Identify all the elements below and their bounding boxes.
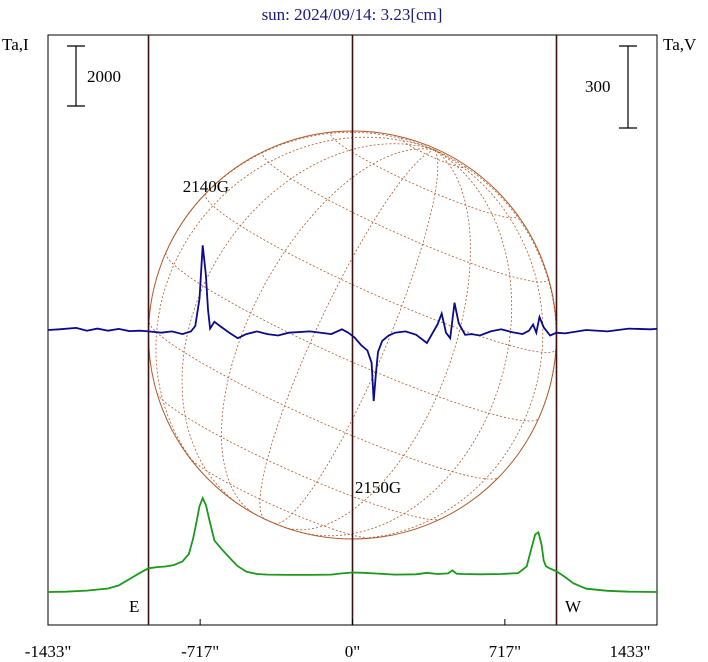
annotation-label: 2150G: [355, 478, 401, 497]
series-group: [47, 245, 658, 593]
meridian-line: [221, 148, 435, 515]
x-tick-label: 717": [489, 642, 521, 661]
left-scale-bar: [67, 45, 85, 107]
chart-title: sun: 2024/09/14: 3.23[cm]: [262, 5, 443, 24]
left-scale-label: 2000: [87, 67, 121, 86]
annotation-label: 2140G: [183, 177, 229, 196]
parallel-line: [189, 457, 371, 539]
intensity-series: [47, 495, 658, 593]
parallel-line: [156, 393, 441, 521]
x-tick-label: -717": [181, 642, 219, 661]
right-scale-label: 300: [585, 77, 611, 96]
west-label: W: [565, 597, 582, 616]
parallel-line: [148, 322, 499, 480]
solar-disk: [148, 130, 557, 540]
parallel-line: [330, 131, 518, 219]
meridian-line: [300, 149, 513, 537]
meridian-line: [165, 131, 436, 253]
x-ticks: -1433" -717" 0" 717" 1433": [25, 619, 658, 661]
parallel-line: [247, 509, 293, 531]
x-tick-label: -1433": [25, 642, 72, 661]
parallel-line: [204, 193, 557, 354]
meridian-line: [155, 136, 436, 483]
meridian-line: [259, 149, 436, 520]
polarization-series: [47, 245, 658, 402]
meridian-line: [337, 149, 544, 540]
annotations: 2140G 2150G: [183, 177, 401, 497]
meridian-line: [274, 149, 439, 525]
x-tick-label: 0": [345, 642, 360, 661]
limb-lines: [147, 35, 558, 625]
meridian-line: [284, 149, 471, 531]
meridian-line: [181, 143, 436, 507]
right-scale-bar: [619, 45, 637, 129]
parallel-line: [165, 252, 539, 422]
east-label: E: [129, 597, 139, 616]
parallel-line: [400, 137, 467, 169]
left-axis-label: Ta,I: [2, 35, 29, 54]
parallel-line: [262, 151, 549, 283]
right-axis-label: Ta,V: [663, 35, 697, 54]
meridian-line: [434, 149, 557, 419]
x-tick-label: 1433": [610, 642, 651, 661]
